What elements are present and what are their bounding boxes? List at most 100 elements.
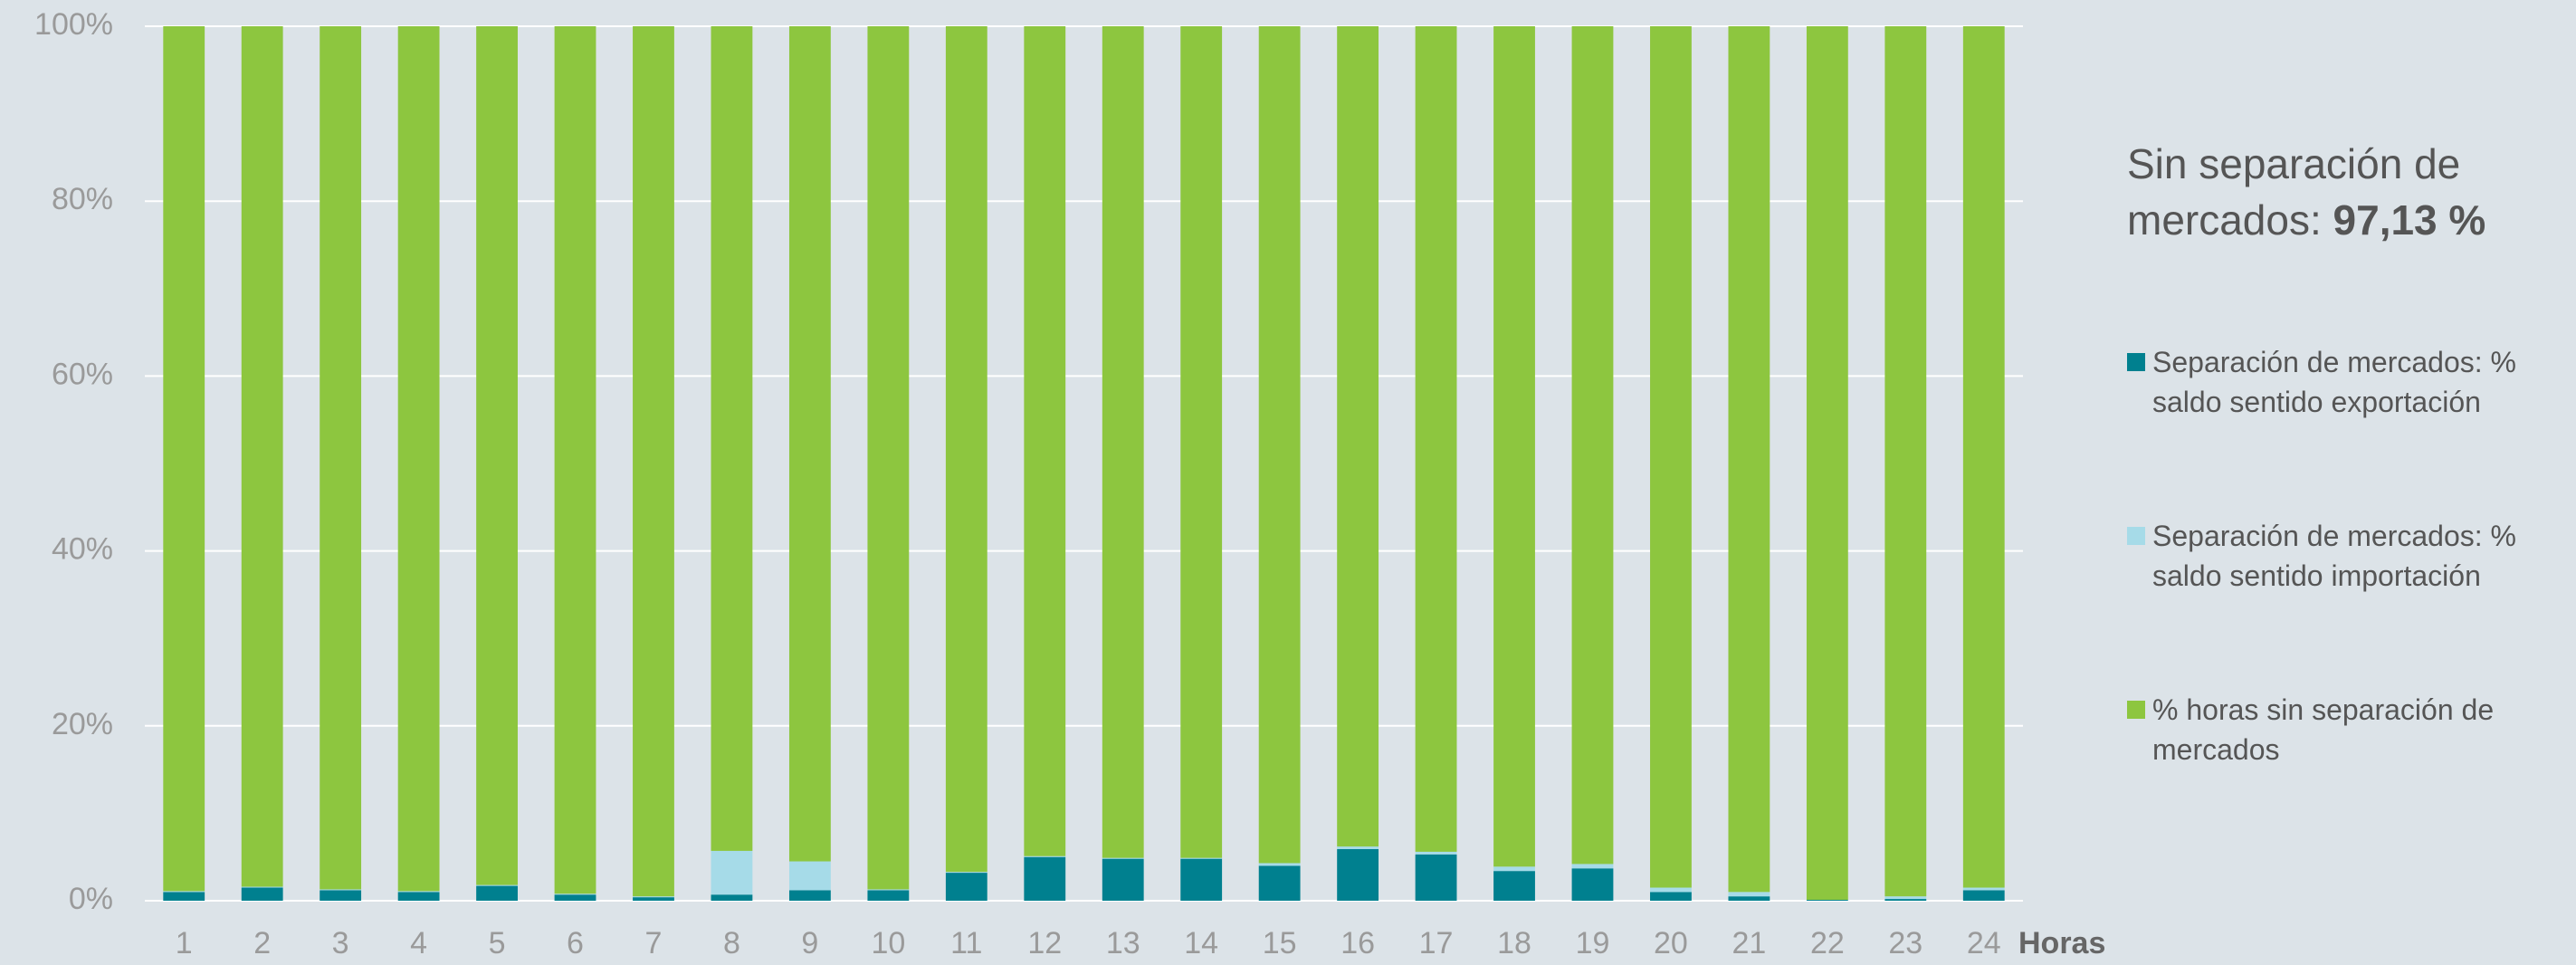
bar-segment (711, 850, 753, 895)
bar-segment (320, 890, 362, 901)
x-tick-label: 17 (1419, 926, 1454, 960)
bar-segment (320, 26, 362, 890)
bar-segment (163, 892, 205, 901)
bar-segment (1650, 887, 1692, 893)
bar-segment (1337, 846, 1379, 850)
legend-item: Separación de mercados: % saldo sentido … (2127, 516, 2562, 596)
bar-segment (1024, 26, 1066, 856)
x-tick-label: 11 (950, 926, 982, 960)
x-tick-label: 23 (1888, 926, 1922, 960)
bar-segment (1337, 26, 1379, 847)
bar-segment (1493, 866, 1535, 872)
legend-item: Separación de mercados: % saldo sentido … (2127, 342, 2562, 422)
bar-segment (945, 26, 987, 873)
bar-segment (711, 26, 753, 851)
bar-segment (788, 890, 831, 901)
bar-segment (633, 897, 674, 901)
legend-swatch (2127, 701, 2145, 719)
headline-value: 97,13 % (2333, 196, 2486, 244)
legend-swatch (2127, 527, 2145, 545)
bar-segment (1415, 26, 1457, 852)
y-tick-label: 0% (69, 882, 113, 916)
bar-segment (1415, 851, 1457, 855)
x-tick-label: 13 (1106, 926, 1140, 960)
bar-segment (554, 894, 596, 901)
legend-item: % horas sin separación de mercados (2127, 690, 2562, 769)
bar-segment (1571, 868, 1614, 901)
bar-segment (1884, 899, 1927, 901)
bar-segment (476, 884, 518, 886)
x-tick-label: 21 (1732, 926, 1766, 960)
legend-swatch (2127, 353, 2145, 371)
bar-segment (788, 861, 831, 891)
bar-segment (241, 887, 283, 901)
bar-segment (1415, 854, 1457, 901)
bar-segment (241, 886, 283, 888)
x-tick-label: 24 (1967, 926, 2001, 960)
bar-segment (867, 26, 910, 890)
y-tick-label: 100% (34, 7, 113, 42)
y-tick-label: 80% (52, 182, 113, 216)
legend-label: Separación de mercados: % saldo sentido … (2152, 346, 2516, 418)
x-tick-label: 10 (871, 926, 905, 960)
bar-segment (867, 889, 910, 891)
x-tick-label: 14 (1184, 926, 1218, 960)
bar-segment (397, 26, 440, 892)
bar-segment (241, 26, 283, 887)
bar-segment (1337, 849, 1379, 901)
bar-segment (1024, 856, 1066, 901)
bar-segment (554, 893, 596, 895)
bar-segment (788, 26, 831, 862)
bar-segment (1493, 26, 1535, 867)
x-tick-label: 2 (253, 926, 271, 960)
bar-segment (163, 891, 205, 893)
bar-segment (476, 885, 518, 901)
x-tick-label: 9 (801, 926, 818, 960)
bar-segment (1962, 890, 2005, 901)
bar-segment (1962, 887, 2005, 891)
bar-segment (711, 894, 753, 901)
y-tick-label: 40% (52, 532, 113, 567)
x-tick-label: 16 (1340, 926, 1375, 960)
x-tick-label: 3 (332, 926, 349, 960)
y-tick-label: 20% (52, 707, 113, 741)
headline: Sin separación de mercados: 97,13 % (2127, 136, 2525, 248)
headline-text: Sin separación de mercados: (2127, 140, 2461, 244)
bar-segment (1258, 865, 1301, 901)
bar-segment (1493, 871, 1535, 901)
bar-segment (1806, 900, 1848, 901)
bar-segment (1728, 26, 1770, 893)
bar-segment (1102, 858, 1144, 901)
legend-label: Separación de mercados: % saldo sentido … (2152, 520, 2516, 592)
bar-segment (945, 872, 987, 874)
bar-segment (1180, 857, 1223, 859)
bar-segment (476, 26, 518, 885)
bar-segment (1650, 26, 1692, 888)
bar-segment (397, 892, 440, 901)
bar-segment (867, 890, 910, 901)
x-tick-label: 18 (1497, 926, 1531, 960)
x-tick-label: 19 (1576, 926, 1610, 960)
bar-segment (1806, 26, 1848, 901)
bar-segment (1180, 26, 1223, 858)
x-tick-label: 22 (1810, 926, 1845, 960)
x-tick-label: 12 (1027, 926, 1062, 960)
y-tick-label: 60% (52, 357, 113, 391)
bar-segment (1962, 26, 2005, 888)
x-tick-label: 20 (1654, 926, 1688, 960)
bar-segment (320, 889, 362, 891)
bar-segment (1258, 26, 1301, 864)
bar-segment (1884, 26, 1927, 897)
x-axis-title: Horas (2018, 926, 2105, 960)
bar-segment (1728, 892, 1770, 897)
legend-label: % horas sin separación de mercados (2152, 693, 2495, 766)
bar-segment (1180, 858, 1223, 901)
bar-segment (1102, 857, 1144, 859)
x-tick-label: 15 (1263, 926, 1297, 960)
x-tick-label: 5 (489, 926, 506, 960)
x-tick-label: 4 (410, 926, 427, 960)
bar-segment (397, 891, 440, 893)
bar-segment (945, 873, 987, 901)
bar-segment (1258, 863, 1301, 866)
bar-segment (1728, 896, 1770, 901)
